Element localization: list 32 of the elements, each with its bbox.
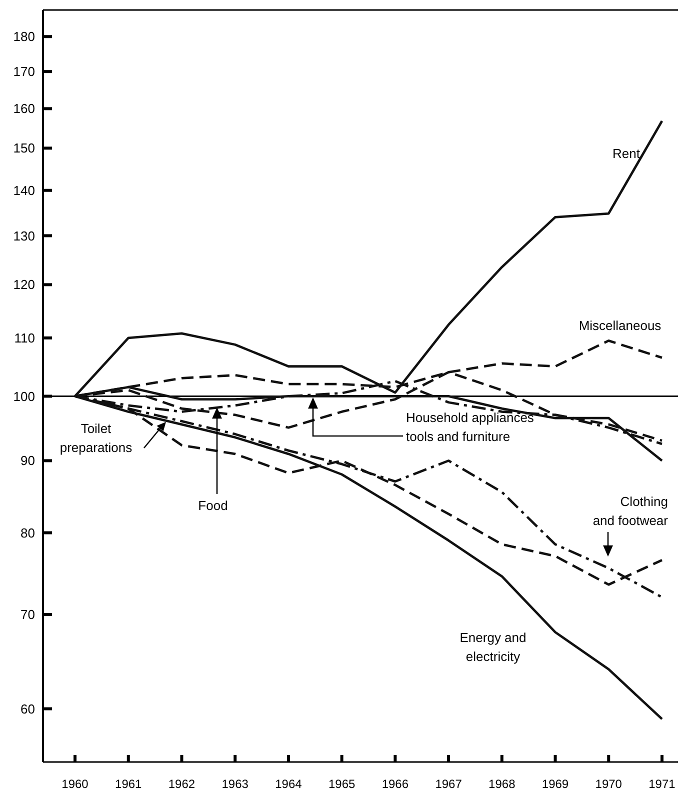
y-tick-label: 150 [13, 140, 35, 156]
y-tick-label: 100 [13, 388, 35, 404]
x-tick-label: 1970 [595, 777, 622, 791]
text: Food [198, 498, 228, 513]
y-tick-label: 120 [13, 277, 35, 292]
x-tick-label: 1961 [115, 777, 142, 791]
series-label: Rent [612, 146, 640, 161]
y-tick-label: 80 [20, 525, 35, 540]
y-tick-label: 110 [14, 330, 35, 346]
series-label: Energy and electricity [460, 630, 526, 664]
y-tick-label: 70 [20, 607, 35, 622]
y-tick-label: 130 [13, 228, 35, 244]
series-label: Toilet preparations [60, 421, 133, 455]
x-tick-label: 1965 [328, 777, 356, 791]
series-label: Household appliances tools and furniture [406, 410, 534, 444]
x-tick-label: 1967 [435, 777, 462, 791]
x-tick-label: 1966 [382, 777, 409, 791]
x-tick-label: 1969 [542, 777, 569, 791]
x-tick-label: 1968 [488, 777, 516, 791]
x-tick-label: 1964 [275, 777, 302, 791]
y-tick-label: 60 [20, 701, 35, 716]
x-tick-label: 1963 [222, 777, 249, 791]
y-tick-label: 90 [20, 453, 35, 468]
y-tick-label: 140 [13, 182, 35, 198]
series-label: Miscellaneous [578, 318, 662, 333]
y-tick-label: 160 [13, 101, 35, 116]
y-tick-label: 170 [13, 64, 35, 80]
x-tick-label: 1960 [62, 777, 89, 791]
x-tick-label: 1971 [648, 777, 676, 791]
x-tick-label: 1962 [168, 777, 196, 791]
text: Clothing and footwear [592, 494, 669, 528]
y-tick-label: 180 [13, 29, 35, 44]
